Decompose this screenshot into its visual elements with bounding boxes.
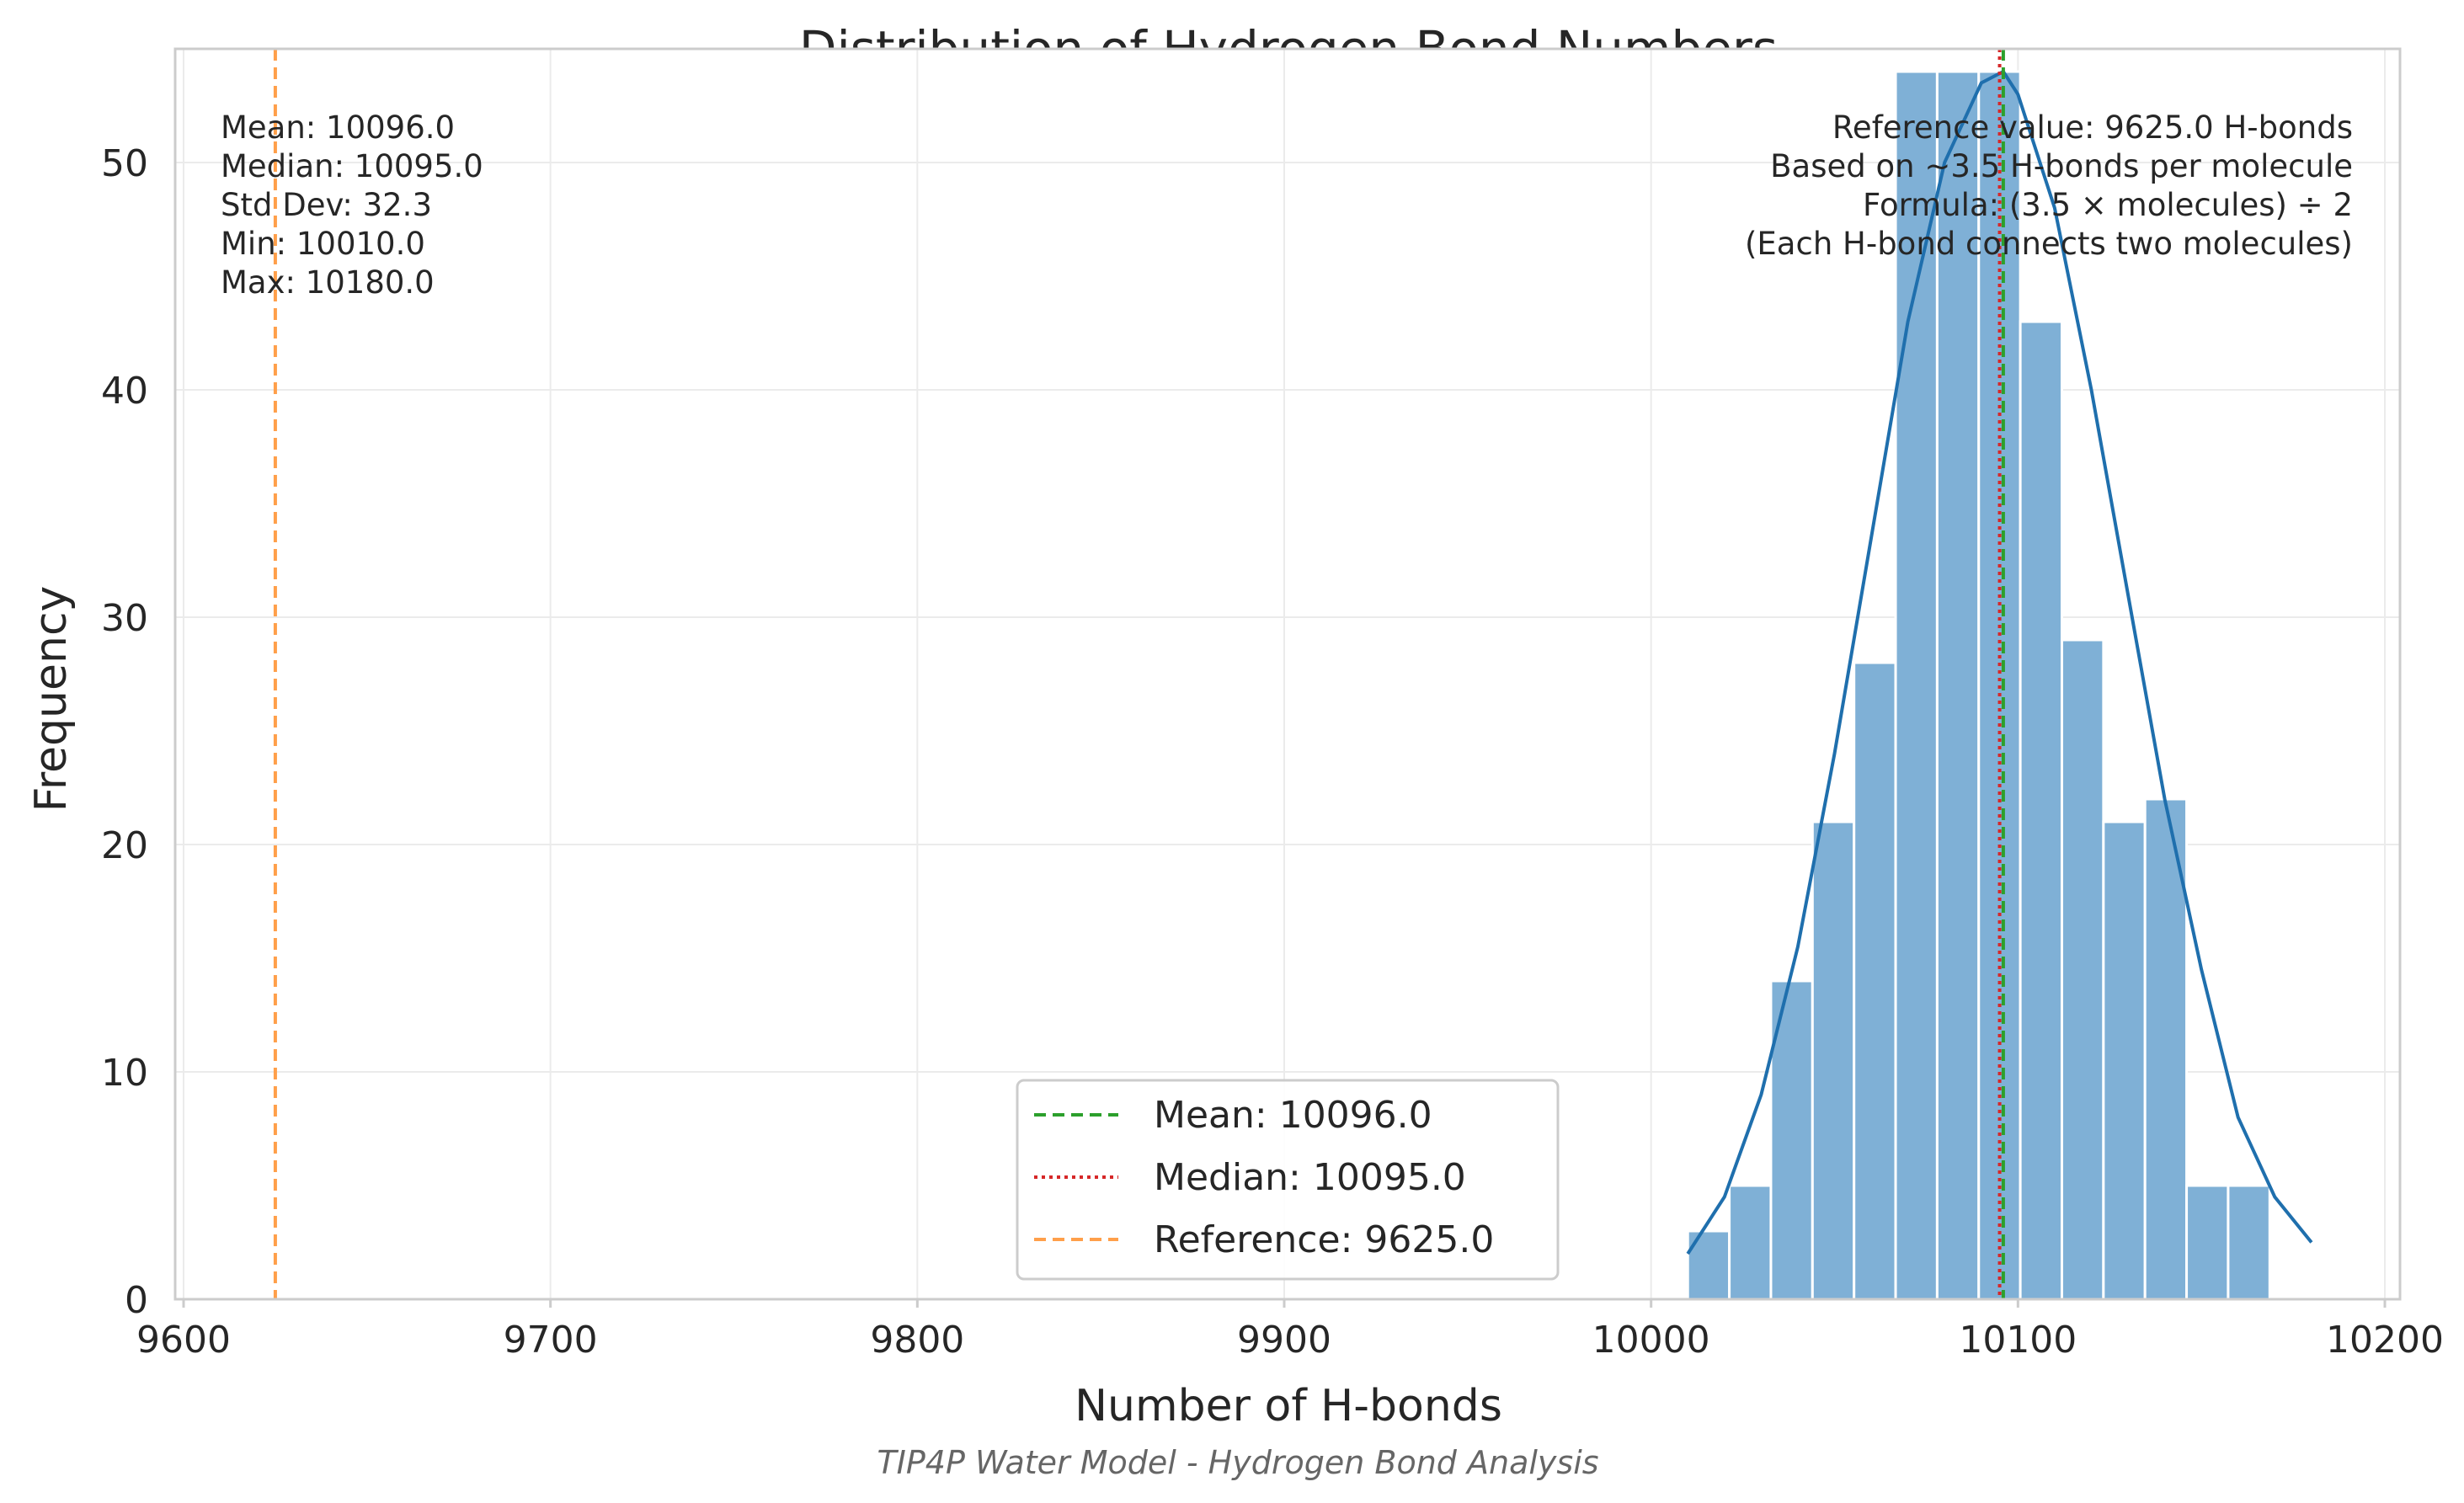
histogram-bar — [2102, 820, 2147, 1301]
histogram-bar — [1935, 70, 1981, 1301]
stats-min: Min: 10010.0 — [221, 226, 425, 262]
histogram-bar — [2019, 320, 2063, 1301]
histogram-bar — [2185, 1184, 2230, 1301]
stats-box: Mean: 10096.0 Median: 10095.0 Std Dev: 3… — [221, 109, 483, 301]
reference-note-text: (Each H-bond connects two molecules) — [1745, 226, 2353, 262]
stats-max: Max: 10180.0 — [221, 264, 435, 301]
legend: Mean: 10096.0 Median: 10095.0 Reference:… — [1016, 1079, 1560, 1281]
x-axis-ticks: 9600 9700 9800 9900 10000 10100 10200 — [136, 1299, 2444, 1362]
y-axis-ticks: 0 10 20 30 40 50 — [101, 142, 148, 1322]
x-tick-label: 10200 — [2326, 1319, 2444, 1362]
histogram-bar — [2227, 1184, 2271, 1301]
legend-frame — [1016, 1079, 1560, 1281]
y-tick-label: 30 — [101, 597, 148, 640]
stats-std: Std Dev: 32.3 — [221, 187, 432, 223]
x-tick-label: 9600 — [136, 1319, 231, 1362]
reference-basis-text: Based on ~3.5 H-bonds per molecule — [1770, 148, 2353, 184]
legend-label-mean: Mean: 10096.0 — [1154, 1094, 1432, 1137]
y-axis-label: Frequency — [26, 586, 77, 813]
legend-label-median: Median: 10095.0 — [1154, 1156, 1466, 1199]
x-tick-label: 9900 — [1237, 1319, 1331, 1362]
reference-lines — [273, 49, 2005, 1299]
plot-frame — [173, 47, 2402, 1301]
histogram-bar — [2143, 797, 2189, 1301]
x-tick-label: 10100 — [1959, 1319, 2077, 1362]
reference-box: Reference value: 9625.0 H-bonds Based on… — [1745, 109, 2353, 262]
y-tick-label: 10 — [101, 1052, 148, 1095]
x-tick-label: 9800 — [870, 1319, 964, 1362]
y-tick-label: 40 — [101, 370, 148, 413]
reference-value-text: Reference value: 9625.0 H-bonds — [1832, 109, 2353, 146]
y-tick-label: 0 — [125, 1279, 148, 1322]
reference-formula-text: Formula: (3.5 × molecules) ÷ 2 — [1863, 187, 2353, 223]
y-tick-label: 20 — [101, 824, 148, 867]
histogram-bar — [1853, 661, 1897, 1301]
histogram-bar — [1728, 1184, 1773, 1301]
histogram-bar — [2060, 638, 2105, 1301]
x-axis-label: Number of H-bonds — [1075, 1381, 1502, 1431]
x-tick-label: 10000 — [1592, 1319, 1710, 1362]
x-tick-label: 9700 — [504, 1319, 598, 1362]
y-tick-label: 50 — [101, 142, 148, 185]
chart-footer: TIP4P Water Model - Hydrogen Bond Analys… — [877, 1444, 1598, 1481]
stats-median: Median: 10095.0 — [221, 148, 483, 184]
stats-mean: Mean: 10096.0 — [221, 109, 455, 146]
histogram-bar — [1811, 820, 1856, 1301]
legend-label-reference: Reference: 9625.0 — [1154, 1218, 1494, 1261]
